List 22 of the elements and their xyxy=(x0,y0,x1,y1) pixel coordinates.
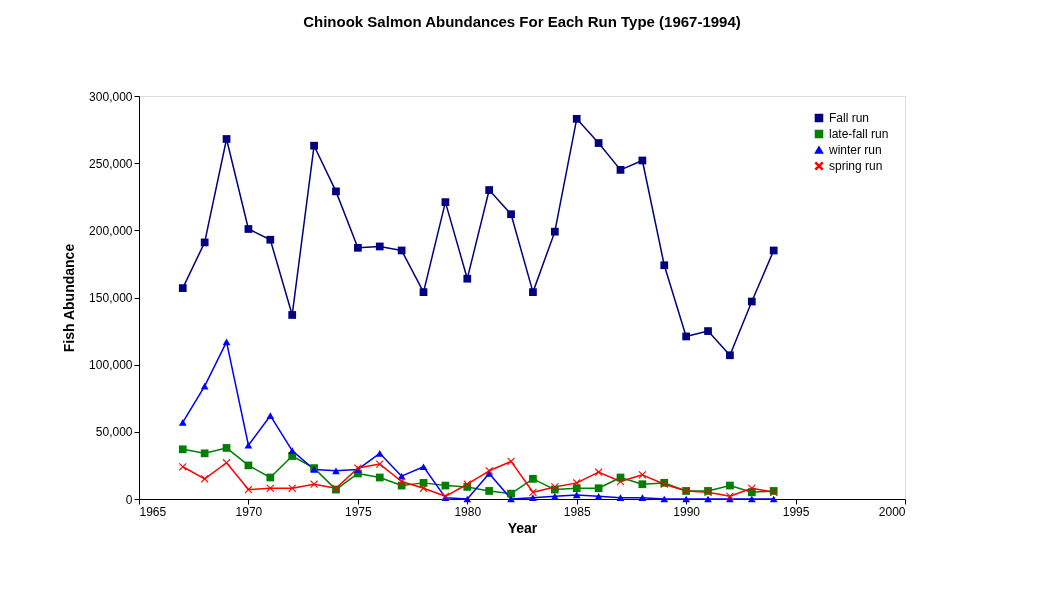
x-tick-label: 1975 xyxy=(345,504,373,519)
y-tick-label: 100,000 xyxy=(89,358,133,373)
x-tick-label: 1970 xyxy=(235,504,263,519)
x-tick-label: 1985 xyxy=(563,504,591,519)
y-tick-label: 0 xyxy=(125,492,133,507)
legend-label: winter run xyxy=(828,143,882,157)
y-tick-label: 50,000 xyxy=(95,425,133,440)
legend-label: Fall run xyxy=(829,111,870,125)
y-tick-label: 300,000 xyxy=(89,89,133,104)
legend-label: late-fall run xyxy=(829,127,889,141)
x-tick-label: 1965 xyxy=(139,504,167,519)
y-tick-label: 200,000 xyxy=(89,223,133,238)
x-tick-label: 1980 xyxy=(454,504,482,519)
y-tick-label: 250,000 xyxy=(89,156,133,171)
x-tick-label: 2000 xyxy=(878,504,906,519)
x-tick-label: 1990 xyxy=(673,504,701,519)
chart-title: Chinook Salmon Abundances For Each Run Type (1967-1994) xyxy=(303,13,741,30)
x-axis-title: Year xyxy=(507,519,538,536)
legend-label: spring run xyxy=(829,159,883,173)
y-tick-label: 150,000 xyxy=(89,291,133,305)
y-axis-title: Fish Abundance xyxy=(61,243,78,353)
x-tick-label: 1995 xyxy=(782,504,810,519)
